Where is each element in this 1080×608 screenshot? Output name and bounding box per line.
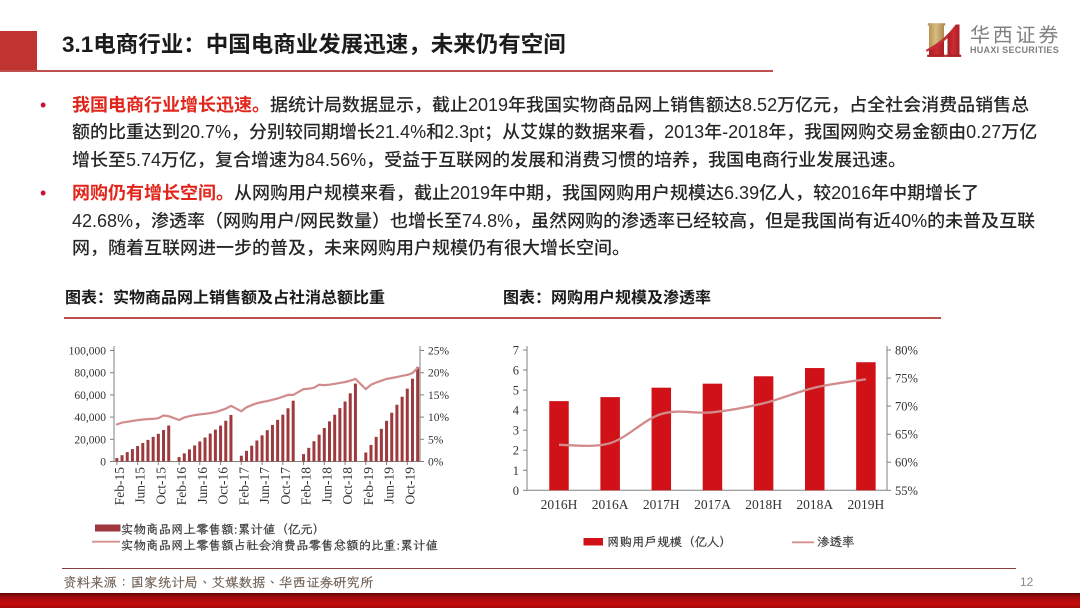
svg-text:Feb-17: Feb-17: [236, 467, 251, 505]
svg-text:Feb-16: Feb-16: [174, 467, 189, 505]
svg-text:10%: 10%: [428, 412, 450, 424]
svg-text:Jun-17: Jun-17: [257, 467, 272, 504]
svg-text:2016A: 2016A: [592, 497, 629, 512]
svg-text:2017H: 2017H: [643, 497, 680, 512]
svg-text:65%: 65%: [895, 428, 918, 442]
svg-text:1: 1: [513, 464, 519, 478]
svg-text:Oct-16: Oct-16: [216, 467, 231, 505]
svg-text:2018A: 2018A: [796, 497, 833, 512]
svg-text:20%: 20%: [428, 368, 450, 380]
svg-text:Oct-17: Oct-17: [278, 467, 293, 505]
svg-text:0: 0: [100, 457, 106, 469]
svg-text:Oct-18: Oct-18: [340, 467, 355, 505]
svg-text:2019H: 2019H: [848, 497, 885, 512]
svg-text:40,000: 40,000: [74, 412, 106, 424]
svg-text:Jun-15: Jun-15: [133, 467, 148, 504]
svg-text:80,000: 80,000: [74, 368, 106, 380]
svg-text:网购用户规模（亿人）: 网购用户规模（亿人）: [607, 533, 732, 550]
svg-text:4: 4: [513, 404, 520, 418]
svg-text:6: 6: [513, 364, 519, 378]
svg-text:70%: 70%: [895, 400, 918, 414]
svg-text:20,000: 20,000: [74, 434, 106, 446]
svg-text:Oct-15: Oct-15: [153, 467, 168, 505]
svg-text:Feb-15: Feb-15: [112, 467, 127, 505]
svg-text:80%: 80%: [895, 344, 918, 358]
svg-text:0: 0: [513, 484, 519, 498]
svg-text:Jun-16: Jun-16: [195, 467, 210, 504]
svg-text:3: 3: [513, 424, 519, 438]
svg-text:60%: 60%: [895, 456, 918, 470]
svg-text:实物商品网上零售额:累计值（亿元）: 实物商品网上零售额:累计值（亿元）: [121, 521, 325, 538]
svg-text:渗透率: 渗透率: [817, 533, 855, 550]
svg-text:2018H: 2018H: [745, 497, 782, 512]
svg-text:55%: 55%: [895, 484, 918, 498]
svg-text:Oct-19: Oct-19: [402, 467, 417, 505]
svg-text:25%: 25%: [428, 346, 450, 358]
svg-text:Jun-18: Jun-18: [319, 467, 334, 504]
svg-text:实物商品网上零售额占社会消费品零售总额的比重:累计值: 实物商品网上零售额占社会消费品零售总额的比重:累计值: [121, 537, 438, 554]
svg-text:0%: 0%: [428, 457, 444, 469]
svg-text:2016H: 2016H: [541, 497, 578, 512]
svg-text:75%: 75%: [895, 372, 918, 386]
svg-text:2: 2: [513, 444, 519, 458]
svg-text:15%: 15%: [428, 390, 450, 402]
svg-text:2017A: 2017A: [694, 497, 731, 512]
svg-text:100,000: 100,000: [69, 346, 107, 358]
svg-text:5%: 5%: [428, 434, 444, 446]
svg-text:Feb-18: Feb-18: [299, 467, 314, 505]
svg-text:Jun-19: Jun-19: [382, 467, 397, 504]
svg-text:60,000: 60,000: [74, 390, 106, 402]
svg-text:5: 5: [513, 384, 519, 398]
svg-text:7: 7: [513, 344, 519, 358]
svg-text:Feb-19: Feb-19: [361, 467, 376, 505]
